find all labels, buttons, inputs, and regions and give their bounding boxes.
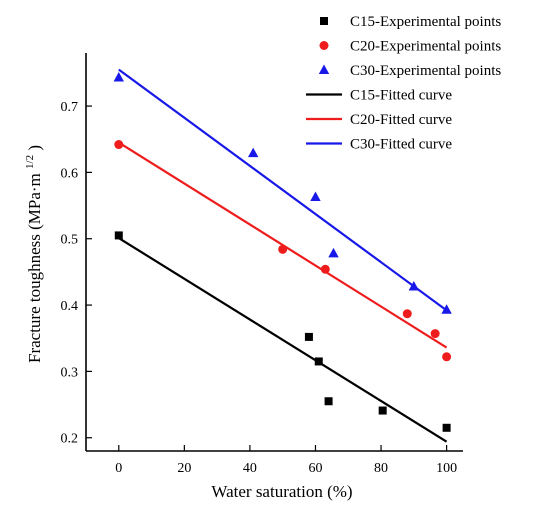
y-tick-label: 0.3 — [61, 365, 79, 380]
data-point-series-1-5 — [442, 352, 452, 362]
data-point-series-0-4 — [378, 406, 387, 415]
data-point-series-2-5 — [441, 304, 452, 314]
data-point-series-2-3 — [328, 247, 339, 258]
data-point-series-0-0 — [114, 231, 123, 240]
series-layer — [113, 68, 452, 443]
y-tick-label: 0.4 — [61, 299, 79, 314]
x-tick-label: 0 — [115, 461, 122, 476]
data-point-series-0-1 — [304, 332, 313, 341]
y-axis-title: Fracture toughness (MPa·m 1/2 ) — [18, 145, 44, 363]
y-tick-label: 0.7 — [61, 100, 79, 115]
x-tick-label: 80 — [374, 461, 388, 476]
data-point-series-1-2 — [320, 264, 330, 274]
legend: C15-Experimental points C20-Experimental … — [306, 14, 501, 153]
x-tick-label: 60 — [308, 461, 322, 476]
y-tick-label: 0.6 — [61, 166, 79, 181]
y-axis-title-superscript: 1/2 — [24, 155, 36, 169]
legend-label-series-3: C15-Fitted curve — [350, 88, 452, 104]
legend-marker-series-0 — [320, 17, 328, 25]
data-point-series-0-3 — [324, 397, 333, 406]
data-point-series-1-1 — [278, 244, 288, 254]
legend-label-series-5: C30-Fitted curve — [350, 137, 452, 153]
y-axis-title-close: ) — [25, 145, 44, 151]
legend-label-series-4: C20-Fitted curve — [350, 112, 452, 128]
x-tick-label: 100 — [436, 461, 457, 476]
y-axis-title-main: Fracture toughness (MPa·m — [25, 173, 44, 363]
fitted-line-series-5 — [118, 68, 448, 312]
x-axis-title: Water saturation (%) — [211, 482, 352, 501]
data-point-series-1-3 — [402, 309, 412, 319]
data-point-series-1-0 — [114, 140, 124, 150]
x-tick-label: 40 — [243, 461, 257, 476]
legend-label-series-0: C15-Experimental points — [350, 14, 501, 30]
legend-marker-series-1 — [319, 41, 329, 50]
y-tick-label: 0.5 — [61, 233, 79, 248]
y-tick-label: 0.2 — [61, 432, 79, 447]
fitted-line-series-3 — [118, 237, 448, 443]
legend-marker-series-2 — [318, 64, 330, 74]
legend-label-series-2: C30-Experimental points — [350, 63, 501, 79]
axis-layer: 0 20 40 60 80 100 0.2 0.3 0.4 0.5 0.6 0.7 — [61, 53, 463, 476]
data-point-series-1-4 — [430, 329, 440, 339]
data-point-series-2-0 — [113, 72, 124, 82]
legend-label-series-1: C20-Experimental points — [350, 39, 501, 55]
data-point-series-2-2 — [310, 191, 321, 201]
x-tick-label: 20 — [177, 461, 191, 476]
data-point-series-2-1 — [247, 147, 259, 158]
data-point-series-0-5 — [442, 423, 451, 432]
data-point-series-2-4 — [408, 280, 420, 291]
data-point-series-0-2 — [314, 357, 323, 366]
